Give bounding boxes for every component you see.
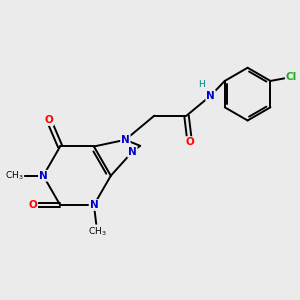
Text: N: N bbox=[89, 200, 98, 210]
Text: Cl: Cl bbox=[286, 72, 297, 82]
Text: O: O bbox=[44, 115, 53, 125]
Text: N: N bbox=[128, 147, 137, 157]
Text: CH$_3$: CH$_3$ bbox=[5, 169, 24, 182]
Text: O: O bbox=[28, 200, 37, 210]
Text: N: N bbox=[206, 91, 215, 101]
Text: O: O bbox=[185, 137, 194, 147]
Text: N: N bbox=[39, 171, 48, 181]
Text: H: H bbox=[198, 80, 205, 89]
Text: CH$_3$: CH$_3$ bbox=[88, 225, 106, 238]
Text: N: N bbox=[121, 135, 130, 145]
